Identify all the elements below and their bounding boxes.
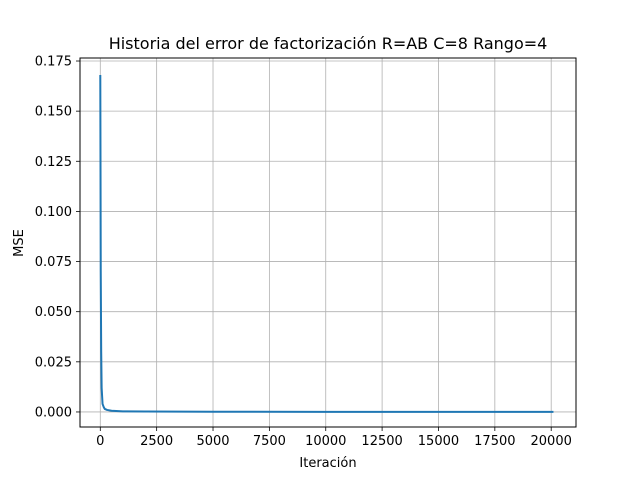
x-tick-label: 17500	[474, 434, 515, 449]
y-tick-label: 0.150	[35, 105, 72, 120]
chart-title: Historia del error de factorización R=AB…	[109, 34, 548, 53]
x-tick-label: 15000	[418, 434, 459, 449]
x-tick-label: 5000	[196, 434, 229, 449]
plot-frame	[79, 57, 577, 428]
y-tick-label: 0.000	[35, 405, 72, 420]
y-tick-label: 0.175	[35, 55, 72, 70]
y-tick-label: 0.025	[35, 355, 72, 370]
x-tick-label: 20000	[531, 434, 572, 449]
y-tick-label: 0.075	[35, 255, 72, 270]
series-layer	[99, 75, 554, 413]
x-tick-label: 12500	[361, 434, 402, 449]
x-tick-label: 0	[96, 434, 104, 449]
y-tick-label: 0.125	[35, 155, 72, 170]
axis-ticks: 0 2500 5000 7500 10000 12500 15000 17500 20000 0.…	[35, 55, 572, 449]
x-tick-label: 7500	[253, 434, 286, 449]
series-line	[99, 75, 554, 413]
y-tick-label: 0.100	[35, 205, 72, 220]
y-tick-label: 0.050	[35, 305, 72, 320]
grid	[80, 58, 576, 427]
x-tick-label: 2500	[140, 434, 173, 449]
y-axis-label: MSE	[12, 229, 27, 257]
x-tick-label: 10000	[305, 434, 346, 449]
x-axis-label: Iteración	[299, 456, 356, 471]
